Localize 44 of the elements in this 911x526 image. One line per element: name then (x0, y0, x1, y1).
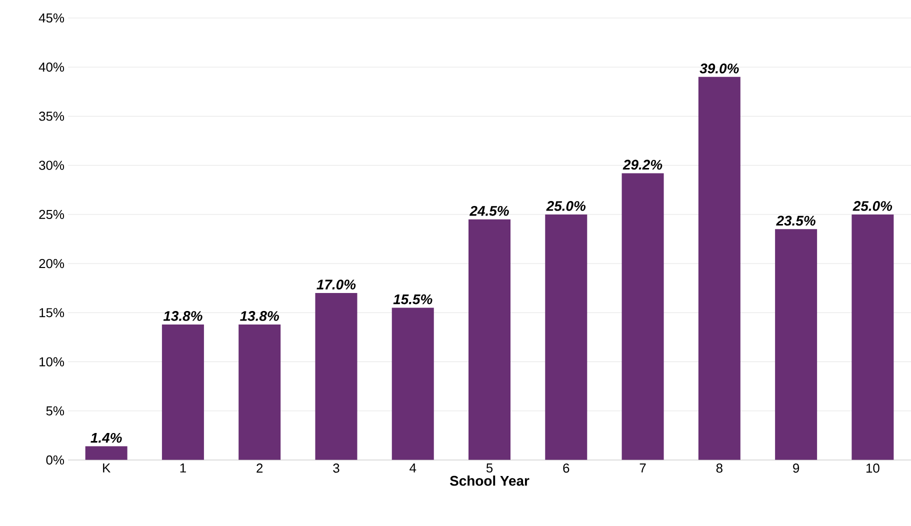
bar (162, 324, 204, 460)
data-label: 25.0% (546, 201, 586, 211)
x-tick-label: 3 (333, 464, 340, 473)
y-tick-label: 30% (39, 160, 64, 170)
y-tick-label: 25% (39, 210, 64, 220)
y-tick-label: 35% (39, 112, 64, 121)
x-tick-label: 7 (640, 464, 646, 472)
x-tick-label: 1 (180, 464, 186, 472)
bar (622, 173, 664, 460)
y-tick-label: 40% (38, 62, 64, 72)
y-tick-label: 20% (39, 258, 64, 268)
bar (545, 214, 588, 460)
bar (852, 214, 894, 460)
data-label: 29.2% (622, 160, 662, 170)
x-tick-label: 8 (716, 464, 722, 473)
x-tick-label: 6 (563, 464, 570, 473)
data-label: 39.0% (700, 64, 739, 74)
y-tick-label: 45% (38, 13, 64, 23)
bar (238, 324, 281, 460)
y-tick-label: 10% (40, 357, 64, 366)
data-label: 1.4% (90, 432, 122, 443)
bar (468, 219, 511, 460)
x-tick-label: K (103, 464, 110, 472)
bar (775, 229, 818, 460)
data-label: 13.8% (163, 311, 202, 321)
y-tick-label: 15% (40, 308, 64, 318)
x-tick-label: 2 (256, 464, 263, 473)
x-tick-label: 9 (793, 464, 800, 473)
data-label: 13.8% (240, 311, 279, 321)
x-axis-title: School Year (450, 476, 530, 486)
bar (392, 308, 434, 460)
data-label: 23.5% (776, 216, 816, 226)
data-label: 24.5% (470, 206, 509, 216)
y-tick-label: 5% (46, 406, 64, 416)
data-label: 15.5% (393, 294, 432, 304)
x-tick-label: 4 (410, 464, 416, 472)
data-label: 17.0% (316, 280, 356, 290)
data-label: 25.0% (852, 201, 892, 211)
bar (698, 76, 740, 460)
y-tick-label: 0% (46, 455, 64, 465)
bar (85, 446, 128, 460)
x-tick-label: 10 (866, 464, 880, 473)
bar (315, 293, 358, 460)
x-tick-label: 5 (486, 464, 493, 473)
